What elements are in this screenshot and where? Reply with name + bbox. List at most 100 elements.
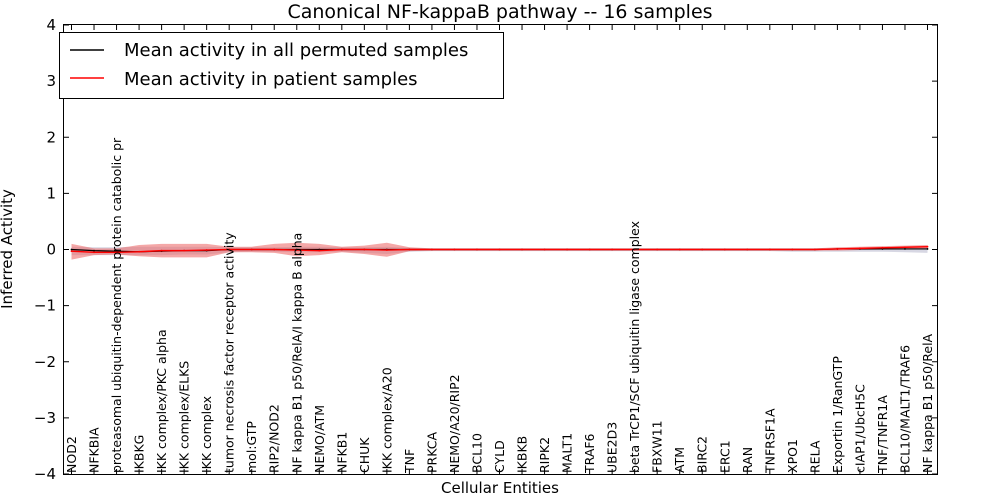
- patient-mean-point: [498, 248, 501, 251]
- patient-mean-point: [363, 248, 366, 251]
- patient-mean-point: [115, 251, 118, 254]
- x-tick-label: TNF: [402, 449, 417, 474]
- patient-mean-point: [678, 248, 681, 251]
- patient-mean-point: [138, 250, 140, 253]
- patient-mean-point: [183, 249, 186, 252]
- x-tick-label: IKK complex/A20: [379, 367, 394, 473]
- x-axis-ticks: NOD2 NFKBIA proteasomal ubiquitin-dependen…: [64, 25, 935, 474]
- x-tick-label: TNF/TNFR1A: [875, 395, 890, 474]
- x-tick-label: Exportin 1/RanGTP: [830, 356, 845, 473]
- y-tick-label: 4: [46, 16, 56, 34]
- x-tick-label: TNFRSF1A: [762, 408, 777, 474]
- patient-mean-point: [543, 248, 546, 251]
- x-tick-label: RIPK2: [537, 437, 552, 473]
- x-tick-label: proteasomal ubiquitin-dependent protein …: [109, 137, 124, 473]
- y-axis-ticks: −4 −3 −2 −1 0 1 2 3 4: [34, 16, 937, 483]
- plot-frame: [63, 24, 938, 475]
- patient-mean-point: [70, 250, 73, 253]
- patient-mean-point: [836, 248, 839, 250]
- x-tick-label: IKK complex/ELKS: [177, 361, 192, 473]
- patient-mean-point: [791, 248, 794, 251]
- patient-mean-point: [656, 248, 659, 251]
- legend-label-permuted: Mean activity in all permuted samples: [124, 40, 468, 61]
- x-tick-label: tumor necrosis factor receptor activity: [222, 232, 237, 473]
- x-tick-label: BCL10: [469, 433, 484, 473]
- x-tick-label: RIP2/NOD2: [267, 404, 282, 473]
- patient-mean-point: [588, 248, 591, 251]
- y-tick-label: 0: [46, 241, 56, 259]
- x-tick-label: CHUK: [357, 437, 372, 473]
- x-tick-label: NOD2: [64, 436, 79, 473]
- x-tick-label: beta TrCP1/SCF ubiquitin ligase complex: [627, 221, 642, 473]
- patient-mean-point: [904, 246, 906, 249]
- series-lines: [70, 245, 929, 254]
- patient-mean-point: [859, 247, 861, 250]
- patient-mean-point: [340, 248, 343, 251]
- x-tick-label: ATM: [672, 447, 687, 473]
- x-tick-label: TRAF6: [582, 433, 597, 474]
- y-tick-label: −3: [34, 409, 56, 427]
- x-tick-label: NF kappa B1 p50/RelA/I kappa B alpha: [289, 233, 304, 473]
- y-tick-label: −1: [34, 297, 56, 315]
- patient-mean-point: [453, 248, 456, 251]
- patient-mean-point: [723, 248, 726, 251]
- x-tick-label: IKBKB: [515, 436, 530, 473]
- y-tick-label: 1: [46, 184, 56, 202]
- permuted-mean-point: [70, 248, 73, 251]
- x-tick-label: IKK complex/PKC alpha: [154, 329, 169, 473]
- x-tick-label: NFKB1: [334, 432, 349, 473]
- legend-box: [59, 32, 504, 99]
- patient-mean-point: [633, 248, 636, 251]
- x-tick-label: ERC1: [717, 440, 732, 473]
- x-tick-label: RELA: [807, 440, 822, 473]
- patient-mean-point: [273, 248, 276, 251]
- permuted-mean-point: [926, 248, 929, 250]
- patient-mean-point: [813, 248, 816, 251]
- x-tick-label: PRKCA: [424, 432, 439, 473]
- patient-mean-point: [701, 248, 704, 251]
- patient-mean-point: [431, 248, 433, 251]
- x-tick-label: XPO1: [785, 439, 800, 473]
- y-tick-label: −2: [34, 353, 56, 371]
- x-tick-label: BCL10/MALT1/TRAF6: [897, 345, 912, 473]
- patient-mean-point: [160, 249, 163, 252]
- y-axis-label: Inferred Activity: [0, 189, 16, 309]
- permuted-mean-point: [93, 249, 95, 252]
- confidence-bands: [71, 242, 928, 260]
- x-tick-label: CYLD: [492, 440, 507, 473]
- patient-mean-point: [768, 248, 771, 251]
- patient-mean-point: [881, 246, 884, 249]
- x-tick-label: IKBKG: [132, 435, 147, 473]
- patient-mean-point: [385, 249, 388, 251]
- y-tick-label: 3: [46, 72, 56, 90]
- x-tick-label: RAN: [740, 447, 755, 473]
- patient-mean-point: [611, 248, 614, 251]
- x-tick-label: mol:GTP: [244, 421, 259, 473]
- x-tick-label: IKK complex: [199, 396, 214, 473]
- patient-band: [71, 242, 928, 260]
- patient-mean-point: [205, 249, 208, 251]
- patient-mean-point: [408, 248, 411, 251]
- x-tick-label: NEMO/ATM: [312, 405, 327, 473]
- patient-mean-point: [250, 248, 253, 251]
- patient-mean-point: [566, 248, 568, 251]
- x-axis-label: Cellular Entities: [441, 479, 559, 497]
- x-tick-label: NF kappa B1 p50/RelA: [920, 333, 935, 473]
- patient-mean-point: [746, 248, 749, 251]
- y-tick-label: 2: [46, 128, 56, 146]
- patient-mean-point: [926, 245, 929, 248]
- patient-mean-point: [521, 248, 523, 251]
- patient-mean-point: [228, 248, 231, 251]
- patient-mean-point: [318, 249, 321, 252]
- patient-mean-point: [93, 251, 95, 254]
- x-tick-label: FBXW11: [650, 420, 665, 473]
- x-tick-label: NFKBIA: [87, 427, 102, 473]
- permuted-mean-point: [904, 248, 906, 250]
- x-tick-label: NEMO/A20/RIP2: [447, 374, 462, 473]
- y-tick-label: −4: [34, 465, 56, 483]
- legend-label-patient: Mean activity in patient samples: [124, 69, 418, 90]
- legend: Mean activity in all permuted samples Me…: [59, 32, 504, 99]
- x-tick-label: BIRC2: [695, 436, 710, 473]
- x-tick-label: UBE2D3: [605, 422, 620, 473]
